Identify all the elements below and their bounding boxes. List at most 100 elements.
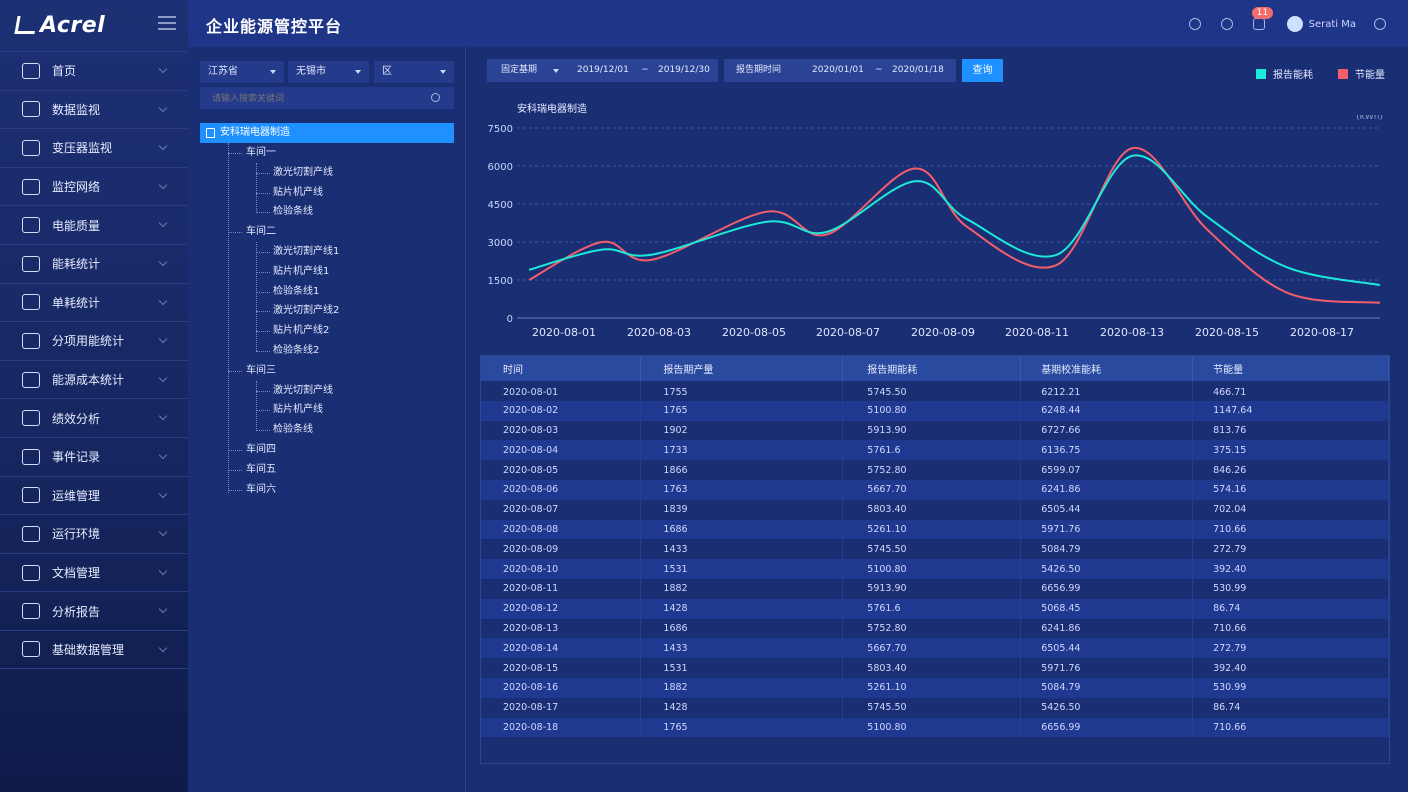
table-row[interactable]: 2020-08-12 1428 5761.6 5068.45 86.74 xyxy=(481,598,1389,619)
sidebar-item[interactable]: 分析报告 xyxy=(0,591,188,630)
tree-leaf[interactable]: 检验条线1 xyxy=(200,282,454,302)
search-icon[interactable] xyxy=(431,93,440,102)
table-row[interactable]: 2020-08-06 1763 5667.70 6241.86 574.16 xyxy=(481,479,1389,500)
chevron-down-icon[interactable] xyxy=(158,489,168,498)
report-start-date[interactable]: 2020/01/01 xyxy=(812,65,864,75)
sidebar-item[interactable]: 运行环境 xyxy=(0,514,188,553)
base-end-date[interactable]: 2019/12/30 xyxy=(658,65,710,75)
chevron-down-icon[interactable] xyxy=(158,373,168,382)
sidebar-item[interactable]: 绩效分析 xyxy=(0,398,188,437)
district-select[interactable]: 区 xyxy=(374,61,454,83)
chevron-down-icon[interactable] xyxy=(158,527,168,537)
tree-node-workshop-4[interactable]: 车间四 xyxy=(200,440,454,460)
sidebar-item[interactable]: 监控网络 xyxy=(0,166,188,206)
tree-leaf[interactable]: 贴片机产线 xyxy=(200,183,454,203)
table-row[interactable]: 2020-08-03 1902 5913.90 6727.66 813.76 xyxy=(481,420,1389,441)
chevron-down-icon[interactable] xyxy=(158,257,168,267)
chevron-down-icon[interactable] xyxy=(158,296,168,305)
series-line[interactable] xyxy=(528,154,1381,287)
sidebar-item[interactable]: 首页 xyxy=(0,51,188,90)
table-row[interactable]: 2020-08-16 1882 5261.10 5084.79 530.99 xyxy=(481,677,1389,698)
province-select[interactable]: 江苏省 xyxy=(200,61,284,83)
base-start-date[interactable]: 2019/12/01 xyxy=(577,65,629,75)
sidebar-item[interactable]: 单耗统计 xyxy=(0,282,188,322)
series-line[interactable] xyxy=(528,147,1381,304)
sidebar-item[interactable]: 能耗统计 xyxy=(0,243,188,283)
tree-leaf[interactable]: 贴片机产线1 xyxy=(200,262,454,282)
sidebar-item[interactable]: 事件记录 xyxy=(0,436,188,476)
table-header-cell[interactable]: 基期校准能耗 xyxy=(1020,356,1194,381)
chevron-down-icon[interactable] xyxy=(158,180,168,190)
tree-leaf[interactable]: 激光切割产线 xyxy=(200,381,454,401)
tree-leaf[interactable]: 激光切割产线1 xyxy=(200,242,454,262)
tree-root[interactable]: 安科瑞电器制造 xyxy=(200,123,454,143)
report-period-filter[interactable]: 报告期时间 2020/01/01 ~ 2020/01/18 xyxy=(724,59,956,82)
base-period-filter[interactable]: 固定基期 2019/12/01 ~ 2019/12/30 xyxy=(487,59,718,82)
search-icon[interactable] xyxy=(1188,18,1201,30)
tree-leaf[interactable]: 检验条线 xyxy=(200,202,454,222)
tree-leaf[interactable]: 激光切割产线 xyxy=(200,163,454,183)
sidebar-item[interactable]: 分项用能统计 xyxy=(0,321,188,360)
table-header-cell[interactable]: 时间 xyxy=(481,356,642,381)
table-header-cell[interactable]: 报告期能耗 xyxy=(842,356,1022,381)
tree-node-workshop-5[interactable]: 车间五 xyxy=(200,460,454,480)
city-select[interactable]: 无锡市 xyxy=(288,61,369,83)
chevron-down-icon[interactable] xyxy=(158,334,168,344)
sidebar-item[interactable]: 基础数据管理 xyxy=(0,629,188,669)
tree-node-workshop-1[interactable]: 车间一 xyxy=(200,143,454,163)
table-row[interactable]: 2020-08-17 1428 5745.50 5426.50 86.74 xyxy=(481,697,1389,718)
help-icon[interactable] xyxy=(1220,18,1233,30)
table-row[interactable]: 2020-08-09 1433 5745.50 5084.79 272.79 xyxy=(481,539,1389,560)
table-row[interactable]: 2020-08-05 1866 5752.80 6599.07 846.26 xyxy=(481,460,1389,480)
table-cell: 1902 xyxy=(640,420,844,441)
avatar[interactable] xyxy=(1286,16,1303,32)
chevron-down-icon[interactable] xyxy=(158,103,168,112)
table-row[interactable]: 2020-08-02 1765 5100.80 6248.44 1147.64 xyxy=(481,400,1389,421)
table-row[interactable]: 2020-08-13 1686 5752.80 6241.86 710.66 xyxy=(481,618,1389,639)
tree-node-workshop-3[interactable]: 车间三 xyxy=(200,361,454,381)
chevron-down-icon[interactable] xyxy=(158,64,168,74)
base-type-select[interactable]: 固定基期 xyxy=(501,65,538,75)
sidebar-item[interactable]: 文档管理 xyxy=(0,552,188,592)
tree-leaf[interactable]: 贴片机产线 xyxy=(200,400,454,420)
chevron-down-icon[interactable] xyxy=(158,219,168,228)
tree-leaf[interactable]: 检验条线2 xyxy=(200,341,454,361)
tree-node-workshop-6[interactable]: 车间六 xyxy=(200,480,454,500)
globe-icon[interactable] xyxy=(1374,18,1386,30)
query-button[interactable]: 查询 xyxy=(962,59,1003,82)
table-row[interactable]: 2020-08-11 1882 5913.90 6656.99 530.99 xyxy=(481,578,1389,599)
brand-logo[interactable]: Acrel xyxy=(14,10,105,40)
tree-leaf[interactable]: 激光切割产线2 xyxy=(200,301,454,321)
table-row[interactable]: 2020-08-15 1531 5803.40 5971.76 392.40 xyxy=(481,658,1389,678)
search-input[interactable] xyxy=(200,87,454,109)
legend-item-saving[interactable]: 节能量 xyxy=(1338,66,1385,81)
legend-item-report[interactable]: 报告能耗 xyxy=(1256,66,1313,81)
table-row[interactable]: 2020-08-04 1733 5761.6 6136.75 375.15 xyxy=(481,440,1389,461)
table-header-cell[interactable]: 报告期产量 xyxy=(640,356,844,381)
sidebar-item[interactable]: 数据监视 xyxy=(0,89,188,129)
table-row[interactable]: 2020-08-01 1755 5745.50 6212.21 466.71 xyxy=(481,381,1389,401)
sidebar-item[interactable]: 能源成本统计 xyxy=(0,359,188,399)
chevron-down-icon[interactable] xyxy=(158,605,168,614)
table-row[interactable]: 2020-08-18 1765 5100.80 6656.99 710.66 xyxy=(481,717,1389,738)
menu-toggle-icon[interactable] xyxy=(158,16,176,30)
table-row[interactable]: 2020-08-10 1531 5100.80 5426.50 392.40 xyxy=(481,559,1389,579)
table-row[interactable]: 2020-08-14 1433 5667.70 6505.44 272.79 xyxy=(481,638,1389,659)
bell-icon[interactable]: 11 xyxy=(1251,7,1274,30)
sidebar-item[interactable]: 运维管理 xyxy=(0,475,188,515)
table-row[interactable]: 2020-08-07 1839 5803.40 6505.44 702.04 xyxy=(481,499,1389,520)
chevron-down-icon[interactable] xyxy=(158,412,168,421)
user-name[interactable]: Serati Ma xyxy=(1308,18,1356,30)
chevron-down-icon[interactable] xyxy=(158,450,168,460)
tree-leaf[interactable]: 检验条线 xyxy=(200,420,454,440)
chevron-down-icon[interactable] xyxy=(158,643,168,653)
chevron-down-icon[interactable] xyxy=(158,141,168,151)
tree-leaf[interactable]: 贴片机产线2 xyxy=(200,321,454,341)
table-row[interactable]: 2020-08-08 1686 5261.10 5971.76 710.66 xyxy=(481,519,1389,540)
tree-node-workshop-2[interactable]: 车间二 xyxy=(200,222,454,242)
table-header-cell[interactable]: 节能量 xyxy=(1192,356,1389,381)
report-end-date[interactable]: 2020/01/18 xyxy=(892,65,944,75)
sidebar-item[interactable]: 电能质量 xyxy=(0,205,188,244)
sidebar-item[interactable]: 变压器监视 xyxy=(0,128,188,167)
chevron-down-icon[interactable] xyxy=(158,566,168,575)
